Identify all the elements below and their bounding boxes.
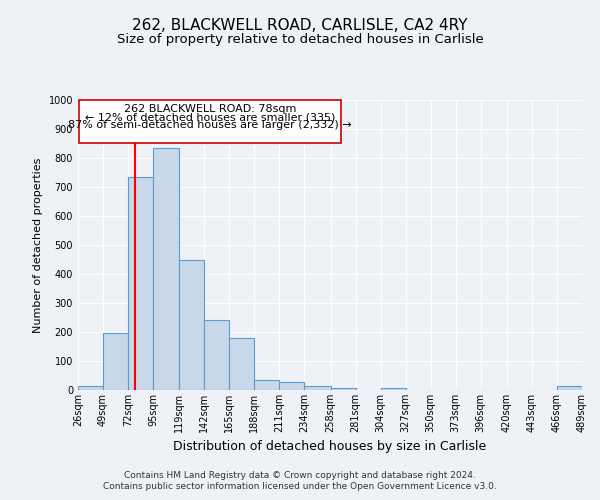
Bar bbox=[254, 380, 280, 390]
Bar bbox=[557, 386, 582, 390]
Bar bbox=[128, 177, 153, 390]
Bar bbox=[304, 386, 331, 390]
Y-axis label: Number of detached properties: Number of detached properties bbox=[33, 158, 43, 332]
Bar bbox=[179, 260, 204, 390]
Text: Size of property relative to detached houses in Carlisle: Size of property relative to detached ho… bbox=[116, 32, 484, 46]
Bar bbox=[79, 100, 341, 142]
Bar bbox=[153, 148, 179, 390]
Bar bbox=[229, 338, 254, 390]
Bar bbox=[380, 388, 406, 390]
Bar bbox=[103, 333, 128, 390]
Text: 262 BLACKWELL ROAD: 78sqm: 262 BLACKWELL ROAD: 78sqm bbox=[124, 104, 296, 115]
Text: 87% of semi-detached houses are larger (2,332) →: 87% of semi-detached houses are larger (… bbox=[68, 120, 352, 130]
Bar bbox=[78, 386, 103, 390]
Text: Contains HM Land Registry data © Crown copyright and database right 2024.: Contains HM Land Registry data © Crown c… bbox=[124, 471, 476, 480]
Text: 262, BLACKWELL ROAD, CARLISLE, CA2 4RY: 262, BLACKWELL ROAD, CARLISLE, CA2 4RY bbox=[132, 18, 468, 32]
Bar bbox=[331, 388, 356, 390]
Bar bbox=[204, 320, 229, 390]
X-axis label: Distribution of detached houses by size in Carlisle: Distribution of detached houses by size … bbox=[173, 440, 487, 454]
Text: Contains public sector information licensed under the Open Government Licence v3: Contains public sector information licen… bbox=[103, 482, 497, 491]
Bar bbox=[280, 382, 304, 390]
Text: ← 12% of detached houses are smaller (335): ← 12% of detached houses are smaller (33… bbox=[85, 112, 335, 122]
